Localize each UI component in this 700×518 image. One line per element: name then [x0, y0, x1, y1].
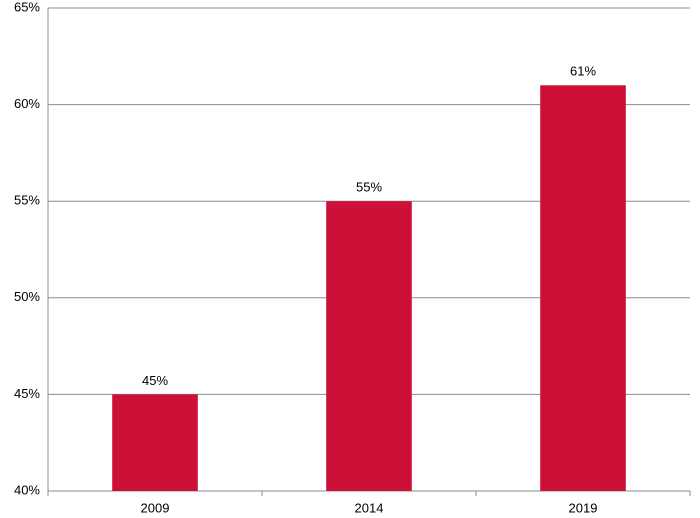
- x-tick-label: 2014: [355, 500, 384, 515]
- data-label: 45%: [142, 373, 168, 388]
- data-label: 55%: [356, 180, 382, 195]
- y-tick-label: 60%: [14, 96, 40, 111]
- x-tick-label: 2009: [141, 500, 170, 515]
- y-tick-label: 40%: [14, 482, 40, 497]
- y-tick-label: 50%: [14, 289, 40, 304]
- bar: [112, 394, 198, 491]
- bar: [326, 201, 412, 491]
- bar: [540, 85, 626, 491]
- data-label: 61%: [570, 64, 596, 79]
- y-tick-label: 45%: [14, 386, 40, 401]
- y-tick-label: 55%: [14, 193, 40, 208]
- y-tick-label: 65%: [14, 0, 40, 14]
- x-tick-label: 2019: [569, 500, 598, 515]
